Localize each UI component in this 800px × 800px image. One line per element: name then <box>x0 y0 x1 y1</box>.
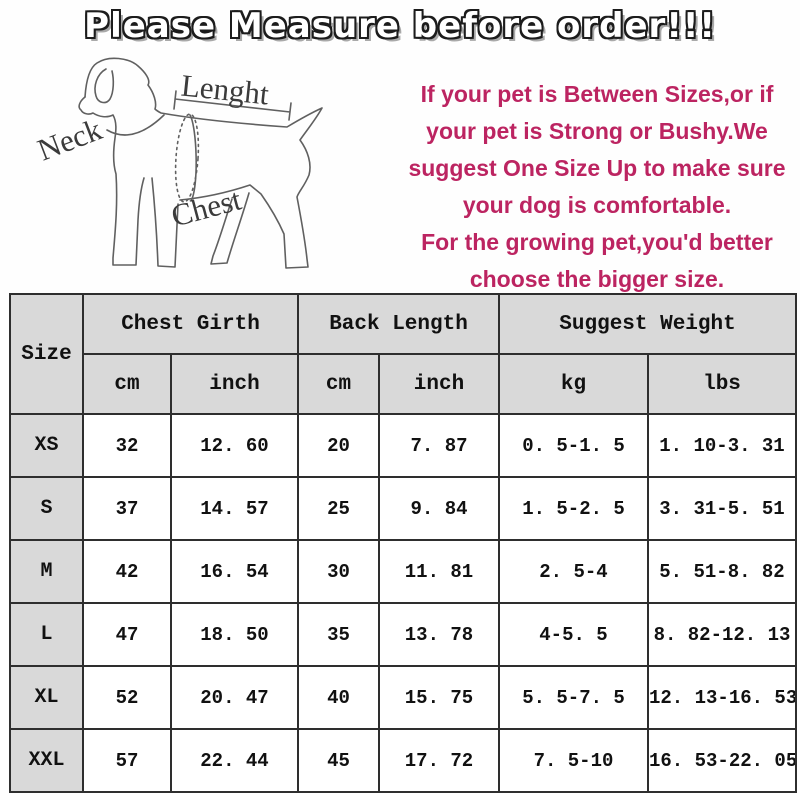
notice-line: your dog is comfortable. <box>462 192 732 218</box>
value-cell: 22. 44 <box>170 728 299 793</box>
value-cell: 12. 60 <box>170 413 299 478</box>
size-cell: L <box>9 602 84 667</box>
value-cell: 14. 57 <box>170 476 299 541</box>
dog-body-outline <box>84 57 323 269</box>
value-cell: 5. 5-7. 5 <box>498 665 649 730</box>
col-chest-girth-header: Chest Girth <box>82 293 299 355</box>
value-cell: 42 <box>82 539 172 604</box>
table-row: M 42 16. 54 30 11. 81 2. 5-4 5. 51-8. 82 <box>9 539 797 604</box>
value-cell: 16. 54 <box>170 539 299 604</box>
neck-girth-arc <box>106 114 165 136</box>
value-cell: 17. 72 <box>378 728 500 793</box>
value-cell: 40 <box>297 665 380 730</box>
value-cell: 45 <box>297 728 380 793</box>
value-cell: 9. 84 <box>378 476 500 541</box>
value-cell: 1. 10-3. 31 <box>647 413 797 478</box>
notice-line: your pet is Strong or Bushy.We <box>426 118 768 144</box>
length-measure-line <box>173 90 292 121</box>
value-cell: 57 <box>82 728 172 793</box>
value-cell: 35 <box>297 602 380 667</box>
dog-far-front-leg <box>151 177 179 268</box>
chest-girth-arc <box>189 114 197 202</box>
value-cell: 3. 31-5. 51 <box>647 476 797 541</box>
measurement-figure: Neck Lenght Chest <box>5 52 390 290</box>
col-suggest-weight-header: Suggest Weight <box>498 293 797 355</box>
value-cell: 1. 5-2. 5 <box>498 476 649 541</box>
value-cell: 32 <box>82 413 172 478</box>
table-row: L 47 18. 50 35 13. 78 4-5. 5 8. 82-12. 1… <box>9 602 797 667</box>
value-cell: 0. 5-1. 5 <box>498 413 649 478</box>
size-cell: XXL <box>9 728 84 793</box>
unit-back-cm: cm <box>297 353 380 415</box>
value-cell: 7. 5-10 <box>498 728 649 793</box>
size-cell: M <box>9 539 84 604</box>
table-unit-row: cm inch cm inch kg lbs <box>10 353 797 415</box>
value-cell: 25 <box>297 476 380 541</box>
size-cell: XS <box>9 413 84 478</box>
unit-weight-kg: kg <box>498 353 649 415</box>
value-cell: 47 <box>82 602 172 667</box>
unit-chest-cm: cm <box>82 353 172 415</box>
sizing-notice: If your pet is Between Sizes,or if your … <box>396 76 798 298</box>
value-cell: 52 <box>82 665 172 730</box>
col-size-header: Size <box>9 293 84 415</box>
value-cell: 4-5. 5 <box>498 602 649 667</box>
table-row: XL 52 20. 47 40 15. 75 5. 5-7. 5 12. 13-… <box>9 665 797 730</box>
value-cell: 11. 81 <box>378 539 500 604</box>
chest-girth-ellipse <box>174 113 200 203</box>
dog-ear-outline <box>94 68 115 104</box>
value-cell: 30 <box>297 539 380 604</box>
table-row: XXL 57 22. 44 45 17. 72 7. 5-10 16. 53-2… <box>9 728 797 793</box>
unit-back-inch: inch <box>378 353 500 415</box>
value-cell: 20. 47 <box>170 665 299 730</box>
page-title: Please Measure before order!!! <box>84 6 716 46</box>
table-header-row: Size Chest Girth Back Length Suggest Wei… <box>9 293 797 415</box>
size-cell: XL <box>9 665 84 730</box>
table-row: S 37 14. 57 25 9. 84 1. 5-2. 5 3. 31-5. … <box>9 476 797 541</box>
size-cell: S <box>9 476 84 541</box>
value-cell: 5. 51-8. 82 <box>647 539 797 604</box>
col-back-length-header: Back Length <box>297 293 500 355</box>
value-cell: 16. 53-22. 05 <box>647 728 797 793</box>
table-row: XS 32 12. 60 20 7. 87 0. 5-1. 5 1. 10-3.… <box>9 413 797 478</box>
notice-line: choose the bigger size. <box>469 266 725 292</box>
value-cell: 15. 75 <box>378 665 500 730</box>
value-cell: 18. 50 <box>170 602 299 667</box>
value-cell: 13. 78 <box>378 602 500 667</box>
value-cell: 12. 13-16. 53 <box>647 665 797 730</box>
value-cell: 20 <box>297 413 380 478</box>
unit-weight-lbs: lbs <box>647 353 797 415</box>
notice-line: If your pet is Between Sizes,or if <box>420 81 774 107</box>
size-chart-table: Size Chest Girth Back Length Suggest Wei… <box>9 293 797 793</box>
notice-line: For the growing pet,you'd better <box>421 229 773 255</box>
notice-line: suggest One Size Up to make sure <box>408 155 786 181</box>
value-cell: 8. 82-12. 13 <box>647 602 797 667</box>
dog-outline-illustration <box>78 57 323 269</box>
value-cell: 2. 5-4 <box>498 539 649 604</box>
dog-far-hind-leg <box>210 192 250 265</box>
value-cell: 7. 87 <box>378 413 500 478</box>
unit-chest-inch: inch <box>170 353 299 415</box>
value-cell: 37 <box>82 476 172 541</box>
size-chart: Size Chest Girth Back Length Suggest Wei… <box>9 293 797 793</box>
